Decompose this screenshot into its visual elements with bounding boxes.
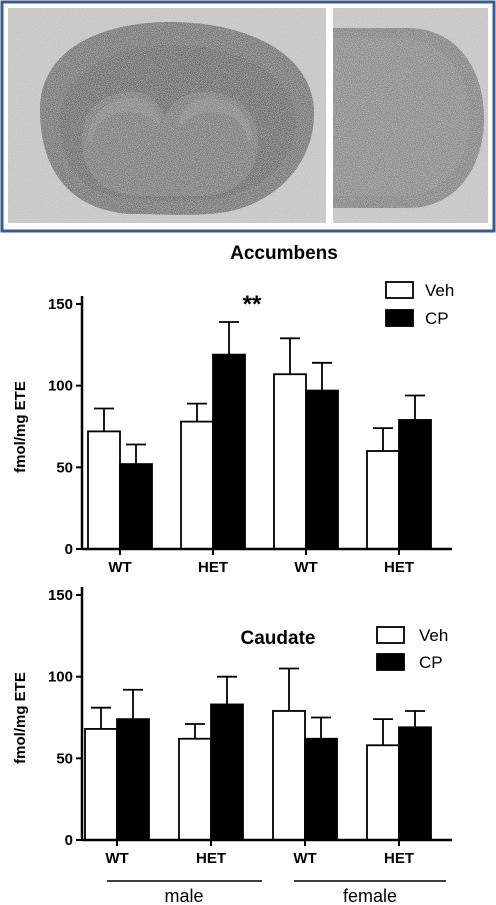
bar-cp <box>305 389 339 550</box>
y-tick-label: 0 <box>65 832 73 849</box>
x-tick-label: HET <box>196 850 226 867</box>
significance-annotation: ** <box>243 291 262 318</box>
brain-section-coronal-icon <box>8 8 326 223</box>
bar-cp <box>398 726 432 841</box>
y-tick-label: 0 <box>65 541 73 558</box>
caudate-x-ticks: WT HET WT HET <box>105 840 414 867</box>
bar-cp <box>116 718 150 841</box>
bar-veh <box>180 420 214 550</box>
bar-cp <box>210 703 244 841</box>
accumbens-bars <box>87 321 432 550</box>
bar-veh <box>178 737 212 841</box>
brain-section-panel <box>0 0 496 233</box>
x-tick-label: WT <box>293 850 316 867</box>
bar-veh <box>272 710 306 841</box>
x-tick-label: WT <box>294 559 317 576</box>
accumbens-legend: Veh CP <box>385 281 454 328</box>
accumbens-y-ticks: 0 50 100 150 <box>48 296 82 558</box>
accumbens-x-ticks: WT HET WT HET <box>108 549 414 576</box>
legend-cp-label: CP <box>425 309 449 328</box>
y-tick-label: 50 <box>56 459 73 476</box>
legend-veh-label: Veh <box>425 281 454 300</box>
bar-veh <box>366 744 400 841</box>
caudate-y-axis-label: fmol/mg ETE <box>12 672 29 764</box>
y-tick-label: 150 <box>48 296 73 313</box>
caudate-chart-title: Caudate <box>241 628 316 649</box>
brain-section-caudal-icon <box>333 8 488 223</box>
y-tick-label: 50 <box>56 750 73 767</box>
x-tick-label: HET <box>384 850 414 867</box>
legend-cp-swatch <box>376 653 405 671</box>
x-tick-label: HET <box>384 559 414 576</box>
accumbens-axes <box>80 296 452 551</box>
accumbens-chart-title: Accumbens <box>230 243 338 264</box>
accumbens-chart: Accumbens fmol/mg ETE 0 50 100 150 WT HET WT H… <box>12 243 454 576</box>
bar-cp <box>304 737 338 841</box>
caudate-axes <box>80 587 452 842</box>
bar-veh <box>84 728 118 841</box>
y-tick-label: 100 <box>48 378 73 395</box>
x-tick-label: WT <box>108 559 131 576</box>
caudate-chart: Caudate fmol/mg ETE 0 50 100 150 WT HET WT HET… <box>12 587 452 867</box>
bar-cp <box>398 419 432 550</box>
legend-veh-swatch <box>385 281 414 299</box>
legend-cp-label: CP <box>419 653 443 672</box>
legend-veh-label: Veh <box>419 626 448 645</box>
sex-group-labels: male female <box>107 880 446 905</box>
bar-veh <box>273 373 307 550</box>
y-tick-label: 150 <box>48 587 73 604</box>
bar-veh <box>366 450 400 550</box>
legend-cp-swatch <box>385 309 414 327</box>
legend-veh-swatch <box>376 626 405 644</box>
caudate-y-ticks: 0 50 100 150 <box>48 587 82 849</box>
accumbens-y-axis-label: fmol/mg ETE <box>12 381 29 473</box>
group-label-male: male <box>164 886 203 905</box>
group-label-female: female <box>343 886 397 905</box>
caudate-bars <box>84 667 432 841</box>
bar-veh <box>87 430 121 550</box>
bar-cp <box>212 353 246 550</box>
caudate-legend: Veh CP <box>376 626 448 672</box>
bar-cp <box>119 463 153 550</box>
x-tick-label: HET <box>198 559 228 576</box>
x-tick-label: WT <box>105 850 128 867</box>
y-tick-label: 100 <box>48 669 73 686</box>
